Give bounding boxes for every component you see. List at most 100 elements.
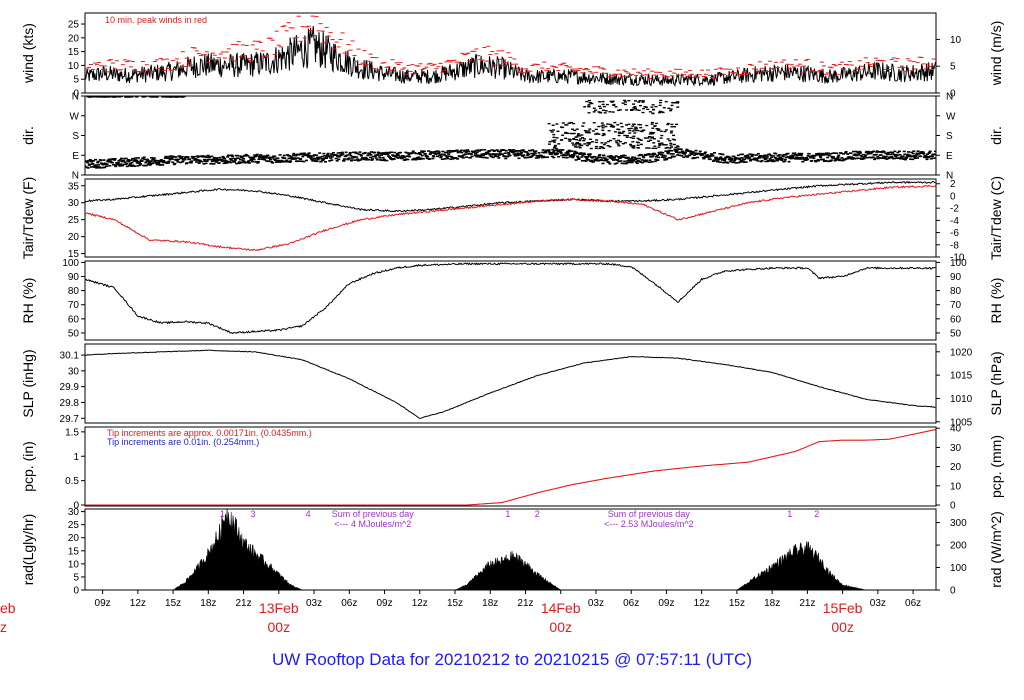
- panel-rh: RH (%) RH (%) 50 60 70 80 90 100 50 60 70 80 90 100: [20, 258, 1004, 341]
- y-tick-label-right: 5: [950, 62, 956, 73]
- pcp-annotation-blue: Tip increments are 0.01in. (0.254mm.): [107, 437, 259, 447]
- x-tick-label: 18z: [764, 598, 780, 609]
- x-date-time-label: 00z: [549, 619, 572, 635]
- rad-marker: 3: [250, 509, 255, 519]
- y-tick-label-right: N: [946, 92, 953, 103]
- rad-marker: 1: [220, 509, 225, 519]
- rad-marker: 2: [814, 509, 819, 519]
- y-tick-label-right: W: [946, 111, 956, 122]
- x-date-label: 14Feb: [541, 600, 581, 616]
- y-tick-label-right: 40: [950, 424, 962, 435]
- y-tick-label-right: 1020: [950, 347, 973, 358]
- y-tick-label-left: 25: [68, 520, 80, 531]
- y-axis-label-right: dir.: [988, 126, 1004, 145]
- x-date-time-label: 00z: [268, 619, 291, 635]
- y-tick-label-left: 29.8: [60, 398, 80, 409]
- y-axis-label-right: pcp. (mm): [988, 435, 1004, 498]
- pcp-annotation-red: Tip increments are approx. 0.00171in. (0…: [107, 428, 312, 438]
- y-tick-label-left: 20: [68, 533, 80, 544]
- plot-area: [85, 349, 936, 419]
- y-tick-label-right: N: [946, 171, 953, 182]
- y-tick-label-right: 0: [950, 89, 956, 100]
- y-tick-label-right: 50: [950, 328, 962, 339]
- y-tick-label-left: 25: [68, 20, 80, 31]
- x-tick-label: 15z: [165, 598, 181, 609]
- panel-frame: [84, 260, 937, 341]
- y-tick-label-left: 15: [68, 249, 80, 260]
- x-tick-label: 09z: [376, 598, 392, 609]
- x-tick-label: 15z: [729, 598, 745, 609]
- x-tick-label: 09z: [658, 598, 674, 609]
- rad-sum-note: <--- 2.53 MJoules/m^2: [604, 519, 694, 529]
- panel-frame: [84, 12, 937, 94]
- plot-area: [85, 15, 936, 88]
- x-tick-label: 15z: [447, 598, 463, 609]
- page-title: UW Rooftop Data for 20210212 to 20210215…: [272, 650, 752, 669]
- y-tick-label-right: 10: [950, 35, 962, 46]
- plot-area: [85, 180, 936, 252]
- rad-sum-note: <--- 4 MJoules/m^2: [334, 519, 411, 529]
- y-tick-label-right: E: [946, 151, 953, 162]
- y-tick-label-left: 25: [68, 215, 80, 226]
- y-tick-label-right: 90: [950, 272, 962, 283]
- y-axis-label-right: wind (m/s): [988, 21, 1004, 87]
- y-tick-label-left: 15: [68, 47, 80, 58]
- y-axis-label-left: pcp. (in): [20, 441, 36, 492]
- y-tick-label-right: 1015: [950, 371, 973, 382]
- y-tick-label-left: 5: [73, 572, 79, 583]
- y-tick-label-left: N: [72, 92, 79, 103]
- x-tick-label: 12z: [694, 598, 710, 609]
- y-tick-label-left: S: [72, 131, 79, 142]
- y-tick-label-right: 100: [950, 258, 967, 269]
- y-axis-label-left: wind (kts): [20, 23, 36, 84]
- series-accumulated-precip: [85, 429, 936, 506]
- y-tick-label-right: 70: [950, 300, 962, 311]
- series-rh-: [85, 262, 936, 335]
- y-tick-label-left: 50: [68, 328, 80, 339]
- y-tick-label-left: 30: [68, 366, 80, 377]
- plot-area: [85, 96, 936, 169]
- y-tick-label-right: -4: [950, 216, 959, 227]
- x-date-time-label-clipped: z: [0, 619, 7, 635]
- x-date-time-label: 00z: [831, 619, 854, 635]
- y-tick-label-left: 100: [62, 258, 79, 269]
- series-wind-speed: [85, 26, 936, 88]
- x-tick-label: 06z: [623, 598, 639, 609]
- y-tick-label-right: -6: [950, 228, 959, 239]
- plot-area: [85, 262, 936, 335]
- panel-rad: rad(Lgly/hr) rad (W/m^2)05101520253001002…: [20, 507, 1004, 596]
- y-tick-label-left: 20: [68, 33, 80, 44]
- x-tick-label: 09z: [95, 598, 111, 609]
- y-tick-label-left: 30: [68, 507, 80, 518]
- y-tick-label-right: 20: [950, 462, 962, 473]
- y-tick-label-right: 2: [950, 179, 956, 190]
- y-tick-label-left: 0.5: [65, 476, 79, 487]
- y-tick-label-left: E: [72, 151, 79, 162]
- panel-slp: SLP (inHg) SLP (hPa) 29.7 29.8 29.9 30 30.1 100…: [20, 343, 1004, 428]
- panel-frame: [84, 343, 937, 424]
- y-tick-label-left: 20: [68, 232, 80, 243]
- y-tick-label-left: 0: [73, 501, 79, 512]
- x-tick-label: 12z: [130, 598, 146, 609]
- x-tick-label: 21z: [799, 598, 815, 609]
- x-tick-label: 18z: [482, 598, 498, 609]
- series-slp-inhg-: [85, 349, 936, 419]
- y-tick-label-right: S: [946, 131, 953, 142]
- x-tick-label: 21z: [236, 598, 252, 609]
- y-tick-label-right: 60: [950, 314, 962, 325]
- y-tick-label-left: 80: [68, 286, 80, 297]
- rad-marker: 1: [787, 509, 792, 519]
- y-tick-label-right: 1005: [950, 417, 973, 428]
- x-axis: 09z 12z 15z 18z 21z 03z 06z 09z 12z 15z 18z 21z 03z 0…: [0, 590, 921, 635]
- y-tick-label-left: 70: [68, 300, 80, 311]
- y-tick-label-left: 90: [68, 272, 80, 283]
- y-tick-label-right: 200: [950, 541, 967, 552]
- y-tick-label-left: N: [72, 171, 79, 182]
- series-tair-f-: [85, 180, 936, 213]
- y-tick-label-left: 1: [73, 452, 79, 463]
- y-axis-label-left: Tair/Tdew (F): [20, 177, 36, 259]
- y-tick-label-right: -10: [950, 253, 965, 264]
- x-tick-label: 06z: [341, 598, 357, 609]
